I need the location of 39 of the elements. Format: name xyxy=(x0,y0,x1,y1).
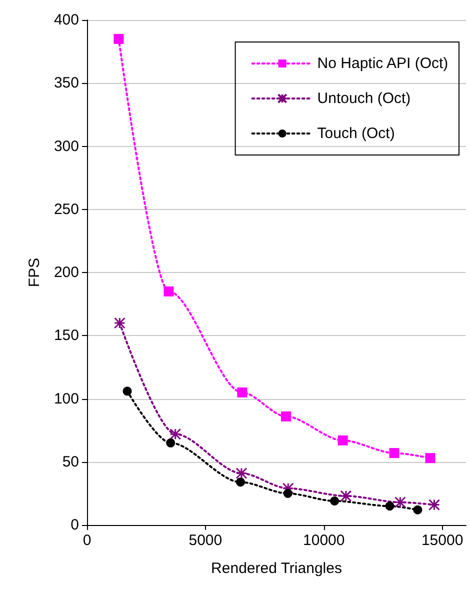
point xyxy=(282,482,294,494)
y-tick-label: 350 xyxy=(54,74,79,92)
point xyxy=(114,34,124,44)
point xyxy=(428,499,440,511)
point xyxy=(237,387,248,398)
point xyxy=(389,448,400,458)
point xyxy=(340,490,352,502)
point xyxy=(170,428,182,440)
point xyxy=(330,496,340,506)
point xyxy=(338,435,348,446)
point xyxy=(122,386,132,396)
y-tick-label: 0 xyxy=(70,516,79,534)
legend-label: No Haptic API (Oct) xyxy=(317,55,448,72)
y-axis-title: FPS xyxy=(26,258,43,288)
y-tick-label: 200 xyxy=(54,264,79,281)
x-tick-label: 0 xyxy=(82,532,92,549)
point xyxy=(425,453,436,464)
point xyxy=(164,286,174,296)
x-axis-title: Rendered Triangles xyxy=(211,560,342,577)
x-tick-label: 15000 xyxy=(421,532,464,549)
point xyxy=(166,438,176,448)
point xyxy=(283,488,292,498)
legend-label: Touch (Oct) xyxy=(317,125,395,142)
point xyxy=(280,411,291,422)
x-tick-label: 10000 xyxy=(303,532,345,549)
y-tick-label: 100 xyxy=(54,390,79,408)
point xyxy=(114,317,126,329)
x-tick-label: 5000 xyxy=(188,532,222,549)
point xyxy=(413,505,422,514)
y-tick-label: 250 xyxy=(54,200,79,218)
point xyxy=(394,496,406,508)
y-tick-label: 150 xyxy=(54,327,79,344)
y-tick-label: 400 xyxy=(54,12,79,28)
y-tick-label: 50 xyxy=(62,453,79,470)
point xyxy=(385,502,394,511)
point xyxy=(236,478,245,487)
legend-label: Untouch (Oct) xyxy=(317,90,411,107)
y-tick-label: 300 xyxy=(54,138,79,155)
point xyxy=(236,467,248,479)
